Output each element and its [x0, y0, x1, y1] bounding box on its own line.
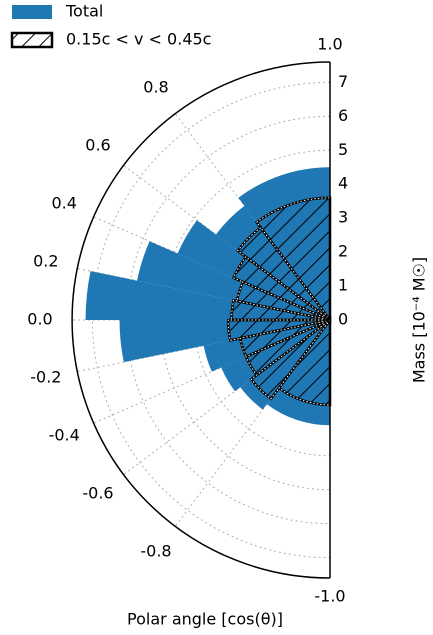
legend-swatch — [10, 31, 54, 49]
hatched-bar-edge — [232, 256, 331, 321]
y-axis-label: Mass [10⁻⁴ M☉] — [410, 257, 429, 383]
x-tick-label: 0.8 — [143, 78, 168, 97]
hatched-bar-edge — [236, 226, 331, 321]
x-tick-label: -0.4 — [49, 426, 80, 445]
grid-line — [93, 216, 331, 321]
grid-line — [77, 319, 331, 373]
x-tick-label: -0.2 — [30, 368, 61, 387]
grid-line — [123, 164, 331, 321]
hatched-bar-edge — [227, 319, 331, 341]
y-tick-label: 3 — [338, 208, 348, 227]
y-tick-label: 1 — [338, 276, 348, 295]
x-tick-label: 1.0 — [317, 35, 342, 54]
y-tick-label: 5 — [338, 140, 348, 159]
grid-line — [174, 319, 331, 527]
hatched-bar-edge — [236, 281, 331, 321]
y-tick-label: 6 — [338, 106, 348, 125]
x-tick-label: 0.4 — [51, 194, 76, 213]
x-axis-label: Polar angle [cos(θ)] — [127, 610, 283, 629]
legend-label: Total — [65, 2, 103, 21]
x-tick-label: -1.0 — [314, 587, 345, 606]
x-tick-label: -0.8 — [140, 542, 171, 561]
hatched-bar-edge — [278, 318, 331, 406]
x-tick-label: 0.0 — [27, 310, 52, 329]
hatched-bar-edge — [250, 319, 331, 400]
y-tick-label: 2 — [338, 242, 348, 261]
grid-line — [123, 319, 331, 476]
legend-label: 0.15c < v < 0.45c — [66, 30, 211, 49]
x-tick-label: 0.2 — [33, 252, 58, 271]
grid-arc — [125, 115, 331, 525]
grid-line — [174, 113, 331, 321]
grid-line — [93, 319, 331, 424]
grid-arc — [193, 183, 331, 457]
y-tick-label: 7 — [338, 72, 348, 91]
y-tick-label: 0 — [338, 310, 348, 329]
x-tick-label: 0.6 — [85, 136, 110, 155]
x-tick-label: -0.6 — [82, 484, 113, 503]
legend-swatch — [12, 5, 52, 19]
y-tick-label: 4 — [338, 174, 348, 193]
axis-arc — [71, 61, 331, 579]
hatched-bar-edge — [239, 319, 331, 358]
hatched-bar-edge — [255, 197, 331, 322]
hatched-bar-edge — [231, 299, 331, 321]
grid-arc — [92, 81, 331, 559]
